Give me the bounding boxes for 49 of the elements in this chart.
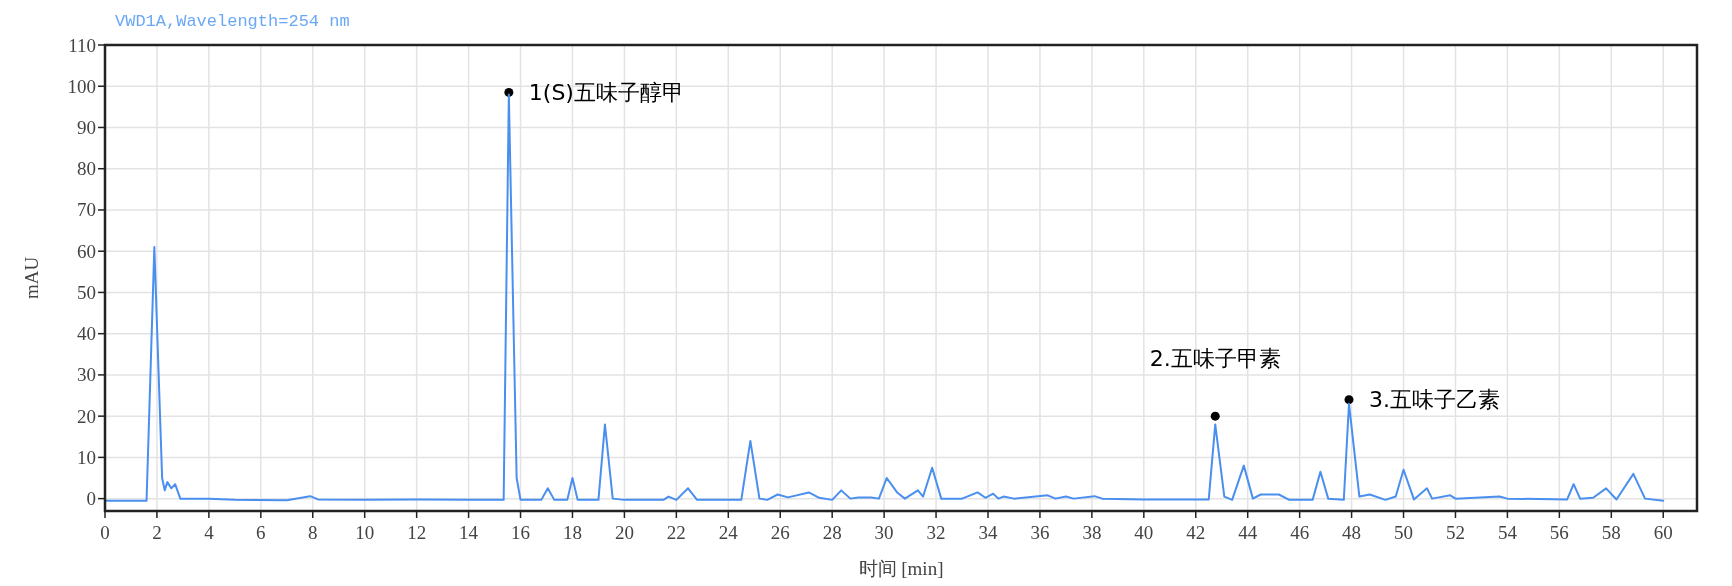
annotation: 3.五味子乙素 (1368, 387, 1500, 413)
x-axis-title: 时间 [min] (858, 558, 944, 579)
x-tick-label: 30 (874, 522, 894, 543)
x-tick-label: 36 (1030, 522, 1050, 543)
x-tick-label: 2 (152, 522, 162, 543)
x-tick-label: 34 (978, 522, 998, 543)
x-tick-label: 24 (718, 522, 739, 543)
x-tick-label: 20 (614, 522, 634, 543)
y-tick-label: 90 (77, 116, 96, 138)
chart-title: VWD1A,Wavelength=254 nm (115, 12, 350, 31)
x-tick-label: 22 (666, 522, 686, 543)
x-tick-label: 8 (308, 522, 318, 543)
x-tick-label: 28 (822, 522, 842, 543)
y-tick-label: 10 (77, 446, 96, 468)
x-tick-label: 40 (1134, 522, 1154, 543)
x-tick-label: 16 (511, 522, 531, 543)
x-tick-label: 60 (1653, 522, 1673, 543)
y-tick-label: 70 (77, 199, 96, 221)
y-tick-label: 60 (77, 240, 96, 262)
y-tick-label: 80 (77, 158, 96, 180)
x-tick-label: 44 (1238, 522, 1258, 543)
annotation: 1(S)五味子醇甲 (528, 79, 684, 105)
x-tick-label: 42 (1186, 522, 1206, 543)
y-tick-label: 20 (77, 405, 96, 427)
x-tick-label: 4 (204, 522, 215, 543)
x-tick-label: 6 (256, 522, 266, 543)
x-tick-label: 52 (1445, 522, 1465, 543)
x-tick-label: 0 (100, 522, 110, 543)
x-tick-label: 58 (1601, 522, 1621, 543)
x-tick-label: 54 (1497, 522, 1518, 543)
x-tick-label: 10 (355, 522, 375, 543)
y-tick-label: 40 (77, 323, 96, 345)
x-tick-label: 38 (1082, 522, 1102, 543)
x-tick-label: 46 (1290, 522, 1310, 543)
x-tick-label: 32 (926, 522, 946, 543)
x-tick-label: 48 (1342, 522, 1362, 543)
x-tick-label: 14 (459, 522, 479, 543)
y-tick-label: 30 (77, 364, 96, 386)
y-tick-label: 110 (68, 34, 96, 56)
annotation: 2.五味子甲素 (1149, 345, 1281, 371)
y-tick-label: 0 (86, 488, 96, 510)
x-tick-label: 18 (562, 522, 582, 543)
x-tick-label: 12 (407, 522, 427, 543)
x-tick-label: 56 (1549, 522, 1569, 543)
x-tick-label: 26 (770, 522, 790, 543)
y-axis-title: mAU (21, 256, 42, 300)
x-tick-label: 50 (1394, 522, 1414, 543)
y-tick-label: 100 (67, 75, 96, 97)
y-tick-label: 50 (77, 281, 96, 303)
